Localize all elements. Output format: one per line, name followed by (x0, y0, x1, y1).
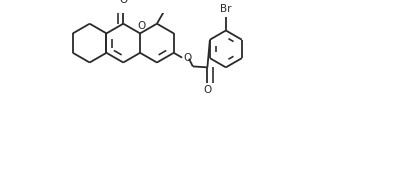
Text: O: O (183, 53, 192, 63)
Text: O: O (119, 0, 128, 5)
Text: O: O (137, 21, 145, 31)
Text: O: O (203, 85, 211, 95)
Text: Br: Br (220, 4, 231, 14)
